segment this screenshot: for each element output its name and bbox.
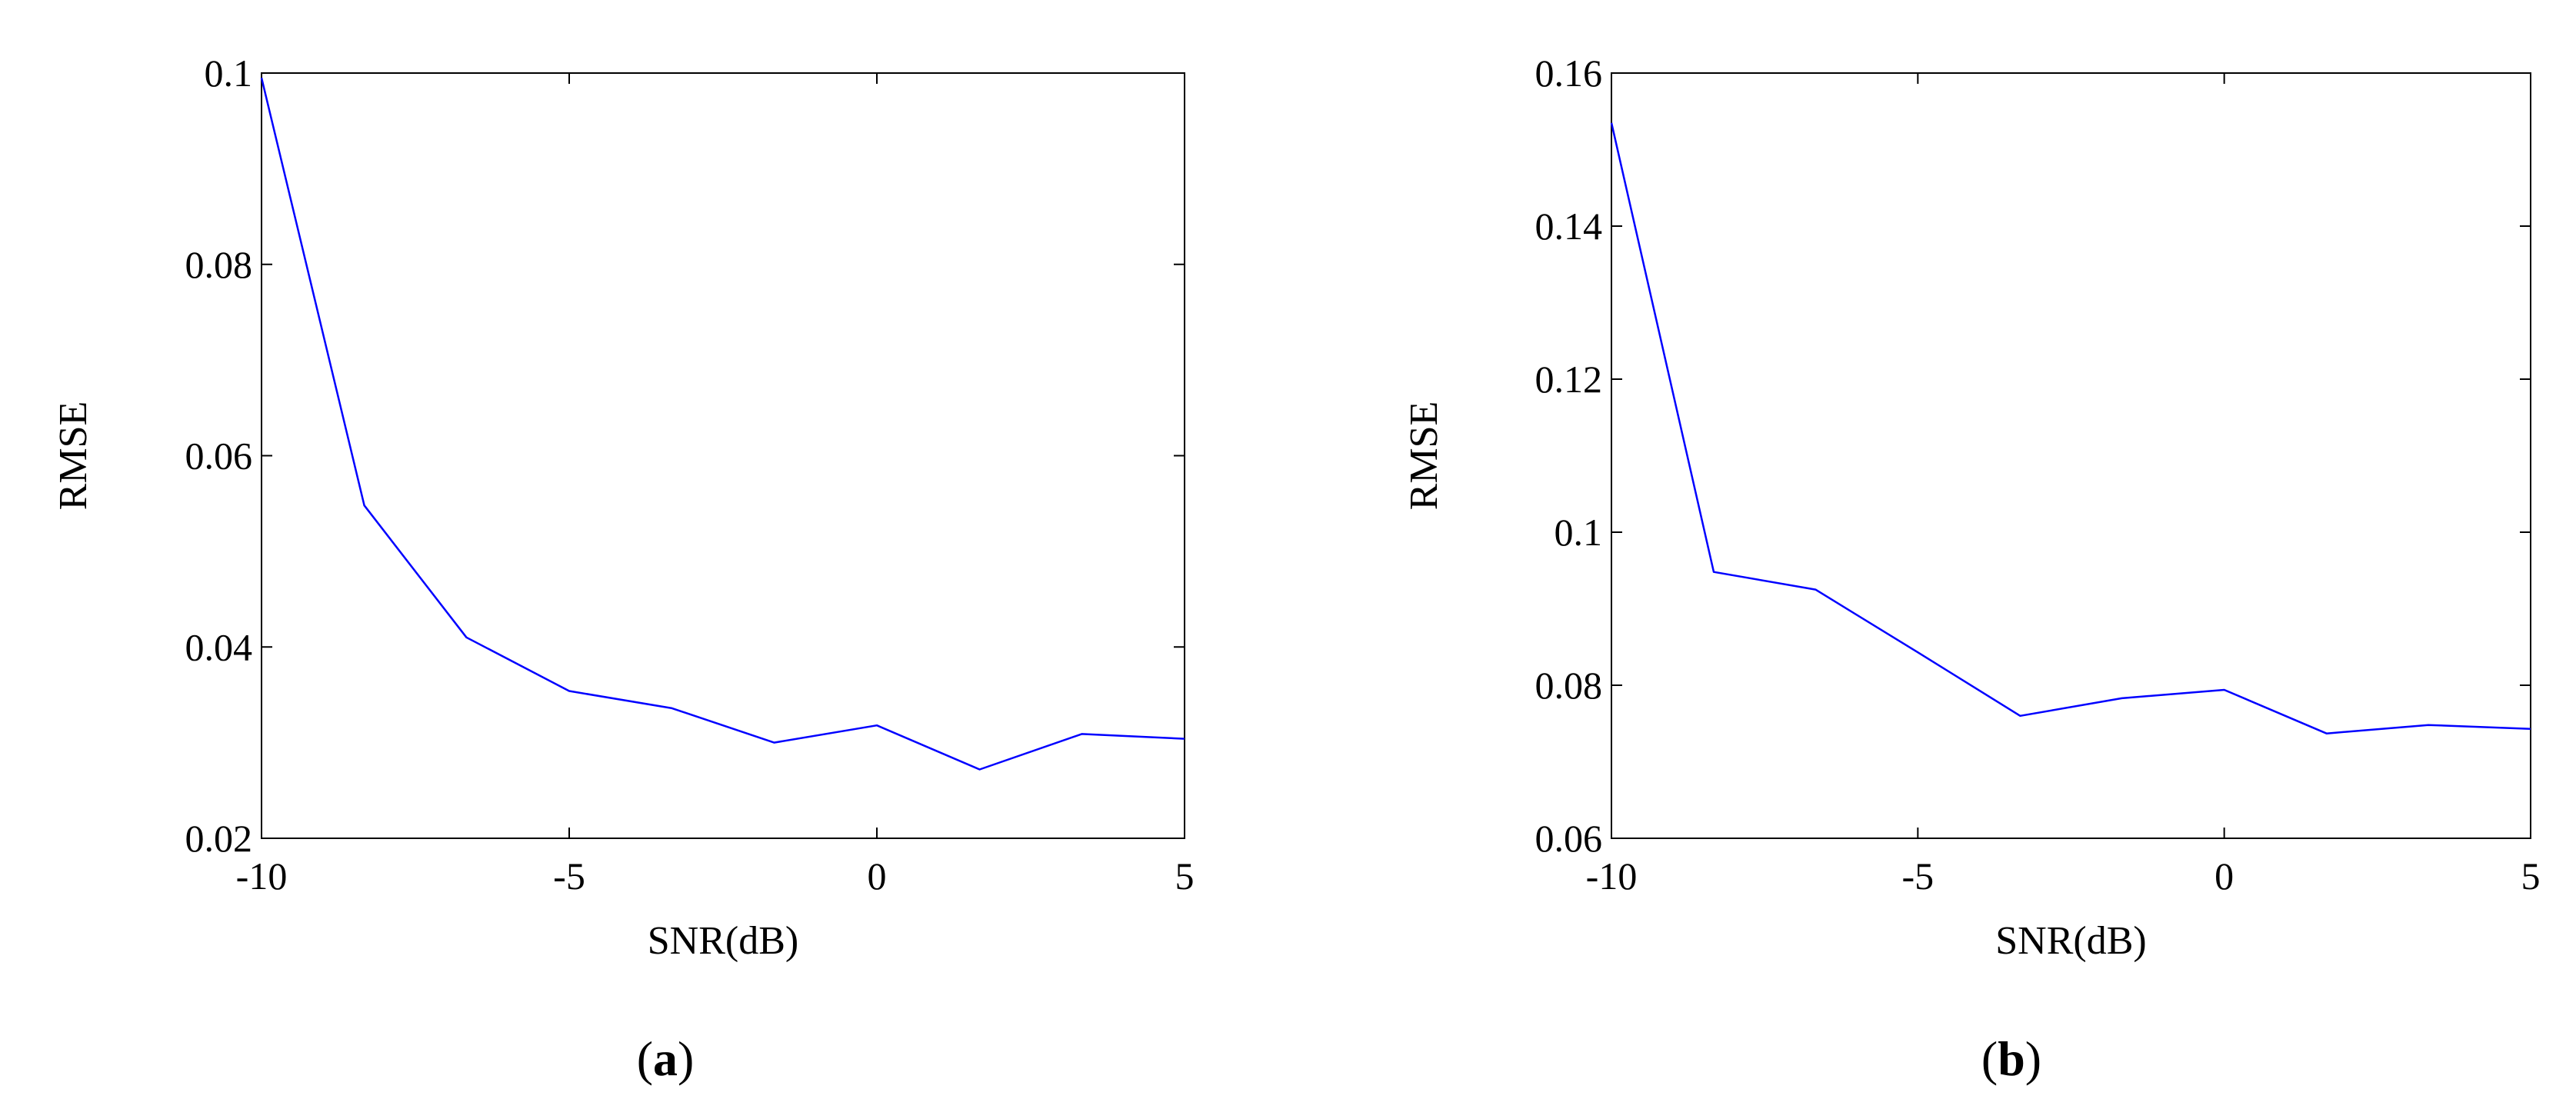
series-line xyxy=(260,77,1185,771)
y-tick-label: 0.1 xyxy=(205,52,253,95)
x-tick-label: 5 xyxy=(1175,854,1195,898)
caption-open-paren: ( xyxy=(637,1031,653,1086)
x-tick-label: 0 xyxy=(868,854,887,898)
y-tick-label: 0.08 xyxy=(1535,664,1603,707)
plot-frame xyxy=(261,72,1185,839)
panel-caption: (b) xyxy=(1981,1031,2041,1086)
panel-b: -10 -5 0 5 0.06 0.08 0.1 0.12 0.14 0.16 SNR(dB) RMS… xyxy=(1402,52,2541,1086)
panel-a: -10 -5 0 5 0.02 0.04 0.06 0.08 0.1 SNR(dB) RMSE (a) xyxy=(52,52,1195,1086)
y-tick-label: 0.14 xyxy=(1535,205,1603,248)
panel-caption: (a) xyxy=(637,1031,695,1086)
x-axis-label: SNR(dB) xyxy=(648,919,798,963)
y-axis-label: RMSE xyxy=(1402,401,1446,511)
caption-open-paren: ( xyxy=(1981,1031,1998,1086)
y-tick-label: 0.06 xyxy=(185,435,253,478)
y-tick-label: 0.04 xyxy=(185,625,253,668)
y-tick-label: 0.12 xyxy=(1535,358,1603,401)
x-tick-label: -5 xyxy=(553,854,585,898)
y-tick-label: 0.02 xyxy=(185,817,253,860)
y-tick-label: 0.16 xyxy=(1535,52,1603,95)
caption-close-paren: ) xyxy=(2025,1031,2041,1086)
caption-close-paren: ) xyxy=(678,1031,694,1086)
y-axis-label: RMSE xyxy=(52,401,95,511)
x-tick-label: -5 xyxy=(1902,854,1934,898)
y-tick-label: 0.08 xyxy=(185,243,253,286)
x-axis-label: SNR(dB) xyxy=(1995,919,2146,963)
y-tick-label: 0.1 xyxy=(1555,511,1603,554)
x-tick-label: -10 xyxy=(236,854,288,898)
y-tick-label: 0.06 xyxy=(1535,817,1603,860)
x-tick-label: 0 xyxy=(2214,854,2234,898)
caption-letter: a xyxy=(653,1031,678,1086)
caption-letter: b xyxy=(1998,1031,2025,1086)
x-tick-label: 5 xyxy=(2521,854,2541,898)
series-line xyxy=(1610,122,2531,734)
x-tick-label: -10 xyxy=(1586,854,1638,898)
plot-frame xyxy=(1611,72,2531,839)
